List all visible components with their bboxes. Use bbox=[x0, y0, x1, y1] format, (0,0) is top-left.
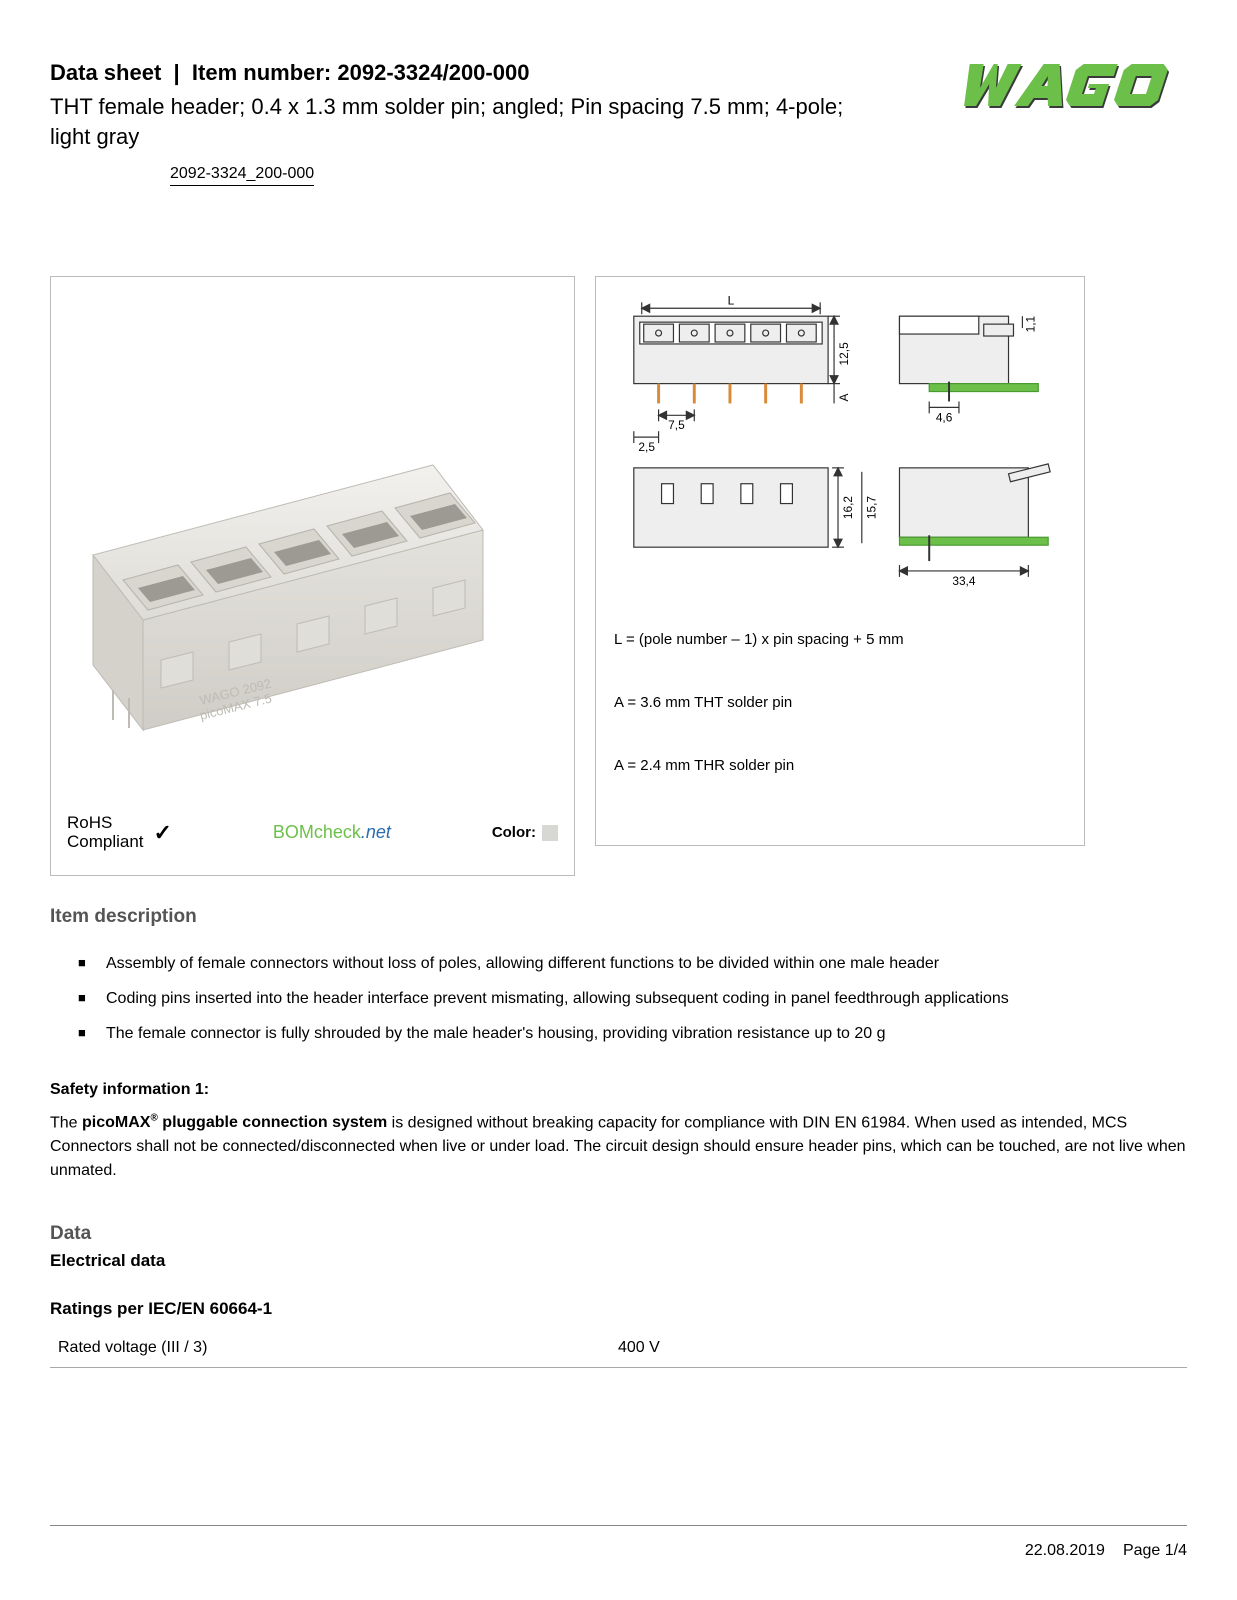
diagram-area: L bbox=[612, 293, 1068, 613]
product-image-panel: WAGO 2092 picoMAX 7.5 RoHS Compliant ✓ B… bbox=[50, 276, 575, 876]
data-subheading: Electrical data bbox=[50, 1251, 1187, 1271]
part-link[interactable]: 2092-3324_200-000 bbox=[170, 165, 314, 186]
safety-bold1: picoMAX bbox=[82, 1114, 150, 1131]
product-image-area: WAGO 2092 picoMAX 7.5 bbox=[67, 293, 558, 806]
check-icon: ✓ bbox=[154, 821, 172, 845]
rohs-line1: RoHS bbox=[67, 814, 144, 833]
header-text-block: Data sheet | Item number: 2092-3324/200-… bbox=[50, 60, 870, 186]
dim-1-1: 1,1 bbox=[1023, 316, 1037, 333]
safety-bold2: pluggable connection system bbox=[158, 1114, 387, 1131]
dim-A: A bbox=[837, 394, 851, 402]
bullet-item: The female connector is fully shrouded b… bbox=[78, 1022, 1187, 1047]
color-label: Color: bbox=[492, 824, 536, 841]
technical-drawing-svg: L bbox=[612, 293, 1068, 613]
rohs-text: RoHS Compliant bbox=[67, 814, 144, 851]
bullet-item: Assembly of female connectors without lo… bbox=[78, 952, 1187, 977]
footer-page: Page 1/4 bbox=[1123, 1542, 1187, 1560]
bomcheck-logo: BOMcheck.net bbox=[273, 822, 391, 843]
left-panel-footer: RoHS Compliant ✓ BOMcheck.net Color: bbox=[67, 806, 558, 859]
bomcheck-check: check bbox=[314, 822, 361, 842]
dim-4-6: 4,6 bbox=[936, 411, 953, 425]
dim-33-4: 33,4 bbox=[952, 574, 976, 588]
ratings-heading: Ratings per IEC/EN 60664-1 bbox=[50, 1299, 1187, 1319]
sheet-label: Data sheet bbox=[50, 60, 161, 85]
description-bullets: Assembly of female connectors without lo… bbox=[50, 952, 1187, 1046]
bomcheck-bom: BOM bbox=[273, 822, 314, 842]
bomcheck-net: .net bbox=[361, 822, 391, 842]
divider-pipe: | bbox=[167, 60, 192, 85]
subtitle: THT female header; 0.4 x 1.3 mm solder p… bbox=[50, 92, 870, 151]
page-header: Data sheet | Item number: 2092-3324/200-… bbox=[50, 60, 1187, 186]
safety-title: Safety information 1: bbox=[50, 1081, 1187, 1099]
wago-logo-svg bbox=[927, 60, 1187, 120]
dim-2-5: 2,5 bbox=[638, 440, 655, 454]
dim-16-2: 16,2 bbox=[841, 496, 855, 519]
panels-row: WAGO 2092 picoMAX 7.5 RoHS Compliant ✓ B… bbox=[50, 276, 1187, 876]
sheet-title: Data sheet | Item number: 2092-3324/200-… bbox=[50, 60, 870, 86]
color-indicator: Color: bbox=[492, 824, 558, 841]
item-description-heading: Item description bbox=[50, 906, 1187, 928]
rating-value: 400 V bbox=[618, 1339, 660, 1357]
dim-12-5: 12,5 bbox=[837, 342, 851, 366]
rating-label: Rated voltage (III / 3) bbox=[58, 1339, 618, 1357]
bullet-item: Coding pins inserted into the header int… bbox=[78, 987, 1187, 1012]
dim-15-7: 15,7 bbox=[865, 496, 879, 519]
page-footer: 22.08.2019 Page 1/4 bbox=[50, 1525, 1187, 1560]
data-heading: Data bbox=[50, 1223, 1187, 1245]
wago-logo bbox=[927, 60, 1187, 120]
formula-A1: A = 3.6 mm THT solder pin bbox=[612, 694, 1068, 711]
safety-body: The picoMAX® pluggable connection system… bbox=[50, 1111, 1187, 1183]
dim-7-5: 7,5 bbox=[668, 419, 685, 433]
safety-prefix: The bbox=[50, 1114, 82, 1131]
table-row: Rated voltage (III / 3) 400 V bbox=[50, 1333, 1187, 1368]
registered-icon: ® bbox=[150, 1113, 157, 1124]
formula-L: L = (pole number – 1) x pin spacing + 5 … bbox=[612, 631, 1068, 648]
footer-date: 22.08.2019 bbox=[1025, 1542, 1105, 1560]
dim-L: L bbox=[728, 294, 735, 308]
formula-A2: A = 2.4 mm THR solder pin bbox=[612, 757, 1068, 774]
rohs-line2: Compliant bbox=[67, 833, 144, 852]
item-number: 2092-3324/200-000 bbox=[337, 60, 529, 85]
product-render-svg: WAGO 2092 picoMAX 7.5 bbox=[83, 360, 543, 740]
rohs-badge: RoHS Compliant ✓ bbox=[67, 814, 172, 851]
technical-drawing-panel: L bbox=[595, 276, 1085, 846]
color-swatch bbox=[542, 825, 558, 841]
item-label: Item number: bbox=[192, 60, 331, 85]
